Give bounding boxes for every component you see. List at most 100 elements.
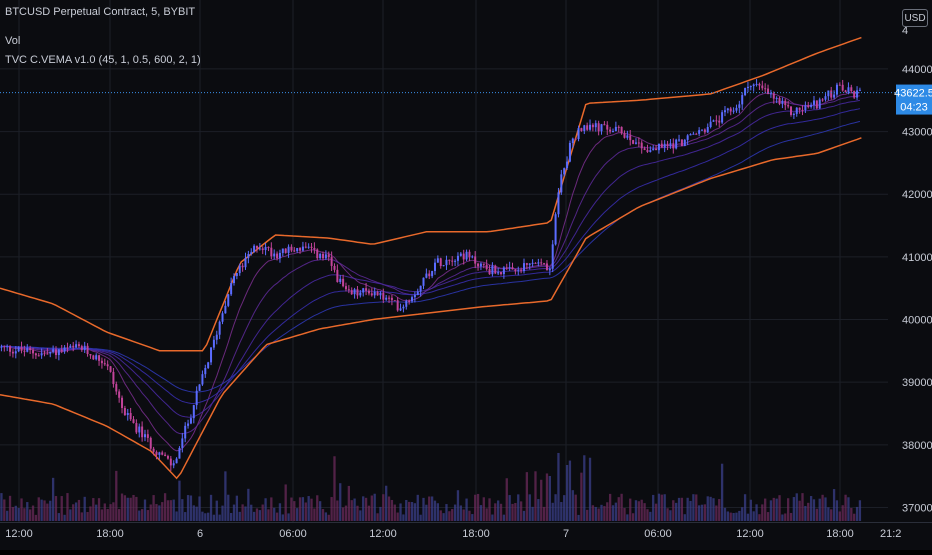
candle-body — [175, 458, 178, 464]
candle-body — [551, 244, 554, 269]
candle-body — [359, 292, 362, 296]
candle-body — [807, 105, 810, 107]
candle-body — [284, 248, 287, 253]
candle-body — [723, 110, 726, 113]
candle-body — [433, 262, 436, 272]
candle-body — [278, 252, 281, 259]
volume-bar — [95, 504, 98, 521]
volume-bar — [580, 472, 583, 521]
candle-body — [531, 262, 534, 264]
volume-bar — [333, 456, 336, 521]
volume-bar — [732, 512, 735, 521]
upper-band-line — [0, 36, 862, 352]
candle-body — [304, 246, 307, 248]
volume-bar — [362, 496, 365, 521]
volume-bar — [390, 499, 394, 521]
candle-body — [586, 125, 589, 130]
volume-label[interactable]: Vol — [5, 35, 21, 47]
candle-body — [172, 463, 175, 466]
volume-bar — [146, 510, 150, 521]
candle-body — [795, 107, 798, 114]
candle-body — [135, 423, 138, 433]
currency-badge[interactable]: USD — [902, 9, 928, 27]
candle-body — [637, 142, 640, 144]
volume-bar — [316, 495, 319, 521]
volume-bar — [115, 470, 118, 521]
time-tick-label: 06:00 — [644, 528, 672, 540]
candle-body — [545, 263, 548, 271]
candle-body — [583, 125, 586, 131]
candle-body — [543, 263, 546, 265]
candle-body — [703, 129, 706, 133]
volume-bar — [201, 511, 204, 521]
candle-body — [634, 142, 637, 144]
candle-body — [537, 262, 540, 264]
candle-body — [75, 344, 78, 348]
time-tick-label: 12:00 — [369, 528, 397, 540]
volume-bar — [252, 511, 256, 521]
volume-bar — [462, 509, 465, 521]
candle-body — [261, 248, 264, 251]
candle-body — [373, 291, 376, 296]
volume-bar — [855, 506, 859, 521]
last-price-label: 43622.5 — [894, 88, 932, 100]
volume-bar — [471, 514, 474, 521]
volume-bar — [772, 497, 775, 521]
candle-body — [729, 108, 732, 112]
volume-bar — [680, 497, 684, 521]
volume-bar — [531, 506, 534, 521]
candle-body — [812, 100, 815, 105]
volume-bar — [786, 498, 790, 521]
volume-bar — [138, 510, 141, 521]
candle-body — [790, 106, 793, 115]
volume-bar — [278, 503, 282, 521]
volume-bar — [459, 505, 462, 521]
candle-body — [778, 97, 781, 104]
volume-bar — [646, 509, 649, 521]
candle-body — [574, 138, 577, 140]
volume-bar — [606, 502, 609, 521]
volume-bar — [14, 505, 17, 521]
candle-body — [83, 345, 86, 351]
candle-body — [29, 348, 32, 351]
indicator-label[interactable]: TVC C.VEMA v1.0 (45, 1, 0.5, 600, 2, 1) — [5, 54, 201, 66]
candle-body — [106, 364, 109, 367]
candle-body — [301, 246, 304, 251]
candle-body — [611, 130, 615, 132]
volume-bar — [31, 505, 35, 521]
candle-body — [557, 192, 560, 215]
candle-body — [146, 434, 149, 438]
lower-band-line — [0, 137, 862, 480]
candle-body — [189, 418, 192, 424]
candle-body — [436, 258, 439, 263]
candle-body — [474, 256, 477, 264]
candle-body — [385, 297, 388, 300]
candle-body — [43, 353, 46, 355]
candle-body — [155, 451, 158, 455]
volume-bar — [430, 496, 434, 521]
candle-body — [158, 452, 161, 455]
candle-body — [11, 351, 14, 354]
volume-bar — [399, 503, 402, 521]
candle-body — [660, 143, 663, 148]
symbol-title[interactable]: BTCUSD Perpetual Contract, 5, BYBIT — [5, 6, 196, 18]
volume-bar — [321, 509, 325, 521]
volume-bar — [218, 514, 221, 521]
volume-bar — [456, 490, 460, 521]
candle-body — [431, 271, 434, 277]
volume-bar — [60, 496, 63, 521]
candle-body — [620, 126, 623, 134]
volume-bar — [339, 483, 342, 521]
volume-bar — [594, 506, 597, 521]
candle-body — [522, 263, 525, 272]
volume-bars — [0, 452, 862, 521]
volume-bar — [379, 506, 382, 521]
volume-bar — [143, 499, 147, 521]
candle-body — [810, 104, 813, 107]
volume-bar — [709, 496, 712, 521]
candle-body — [316, 249, 319, 259]
candle-body — [755, 83, 758, 85]
volume-bar — [850, 507, 853, 521]
